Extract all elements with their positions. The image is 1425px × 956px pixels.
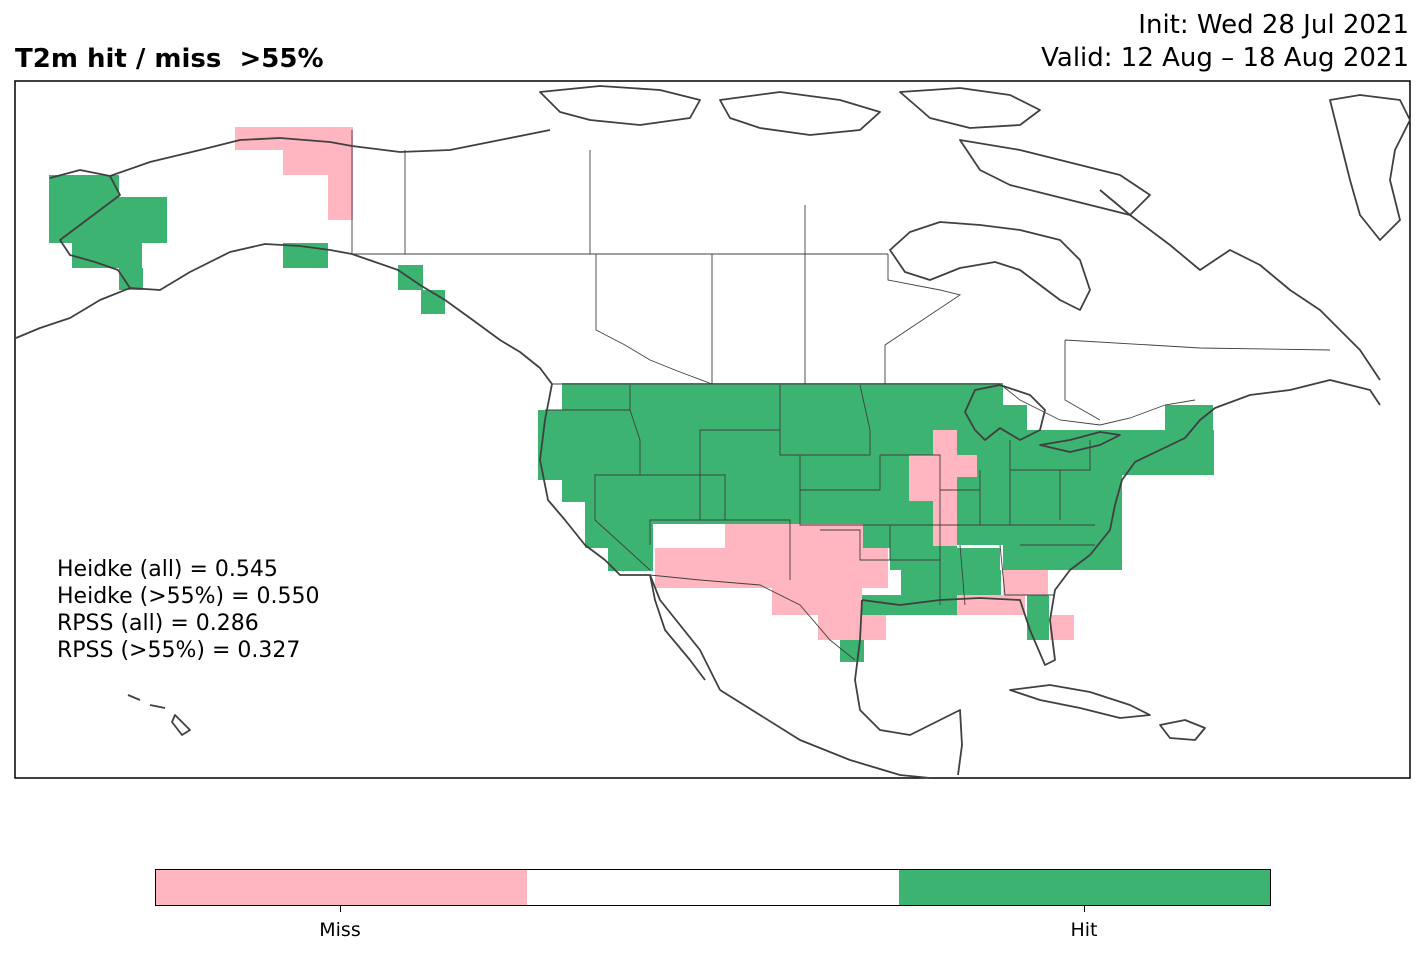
us-state-lines-2 [700,454,1095,561]
hit-cell [585,502,960,524]
hit-cell [585,524,653,548]
cuba [1009,684,1151,719]
baja-peninsula [649,574,706,681]
lake-erie-ontario [1039,431,1121,453]
miss-cell [909,455,977,477]
miss-cell [933,430,957,455]
atlantic-coast [1089,379,1381,556]
hispaniola [1159,719,1206,741]
alaska-west-coast [49,169,131,289]
political-borders [351,130,1331,661]
miss-cell [818,615,886,640]
colorbar-miss-segment [156,870,528,905]
init-date: Init: Wed 28 Jul 2021 [1138,10,1409,40]
colorbar-neutral-segment [527,870,899,905]
miss-cell [283,150,353,175]
hit-cell [421,290,445,314]
arctic-island-1 [539,85,701,126]
hit-cell [957,525,1005,545]
hit-cell [890,548,1000,570]
map-panel [14,80,1411,779]
hit-cell [862,595,957,615]
hit-cell [119,268,143,290]
colorbar-label-hit: Hit [1070,919,1098,941]
hit-cell [1027,430,1214,475]
hit-cell [1003,545,1098,570]
arctic-island-2 [719,91,881,136]
hit-miss-cells [49,127,1214,662]
alaska-coast [15,243,553,385]
us-canada-border [552,383,1196,426]
heidke-all-score: Heidke (all) = 0.545 [57,557,278,582]
rpss-55-score: RPSS (>55%) = 0.327 [57,638,301,663]
colorbar-label-miss: Miss [319,919,361,941]
miss-cell [933,501,957,546]
hit-cell [1098,545,1122,570]
miss-cell [748,548,888,588]
us-mexico-border [649,574,856,661]
hit-cell [608,548,653,571]
hit-cell [49,175,119,197]
alaska-north-coast [109,129,551,177]
colorbar-tick-miss [340,906,341,912]
gulf-coast-us [861,554,1091,666]
hit-cell [957,480,1005,525]
hit-cell [1165,405,1213,430]
miss-cell [655,548,725,588]
skill-scores: Heidke (all) = 0.545 Heidke (>55%) = 0.5… [57,556,320,664]
rpss-all-score: RPSS (all) = 0.286 [57,611,259,636]
miss-cell [772,588,862,615]
colorbar [155,869,1271,906]
mexico-pacific-coast [719,689,931,779]
map-title: T2m hit / miss >55% [15,44,324,74]
greenland-edge [1329,94,1411,241]
baffin-island [959,139,1151,216]
coastlines [15,85,1411,779]
great-lakes [964,384,1046,441]
hit-cell [1027,475,1122,545]
arctic-island-3 [899,87,1041,129]
hawaii-islands [127,694,191,736]
canada-provinces [352,150,962,385]
hit-cell [1027,595,1049,640]
colorbar-tick-hit [1084,906,1085,912]
pacific-coast [539,383,721,691]
miss-cell [1050,615,1074,640]
labrador-coast [1099,189,1381,381]
hit-cell [901,570,1001,595]
miss-cell [1003,570,1048,595]
us-state-lines-3 [939,440,1095,606]
us-state-lines-1 [545,384,871,580]
gulf-coast [854,599,963,776]
miss-cell [328,175,353,220]
miss-cell [909,477,957,501]
heidke-55-score: Heidke (>55%) = 0.550 [57,584,320,609]
quebec-border [1064,339,1331,421]
hit-cell [562,383,1003,411]
hit-cell [72,243,142,268]
valid-range: Valid: 12 Aug – 18 Aug 2021 [1041,43,1409,73]
hit-cell [562,480,976,502]
hudson-bay [889,221,1091,311]
colorbar-hit-segment [898,870,1270,905]
